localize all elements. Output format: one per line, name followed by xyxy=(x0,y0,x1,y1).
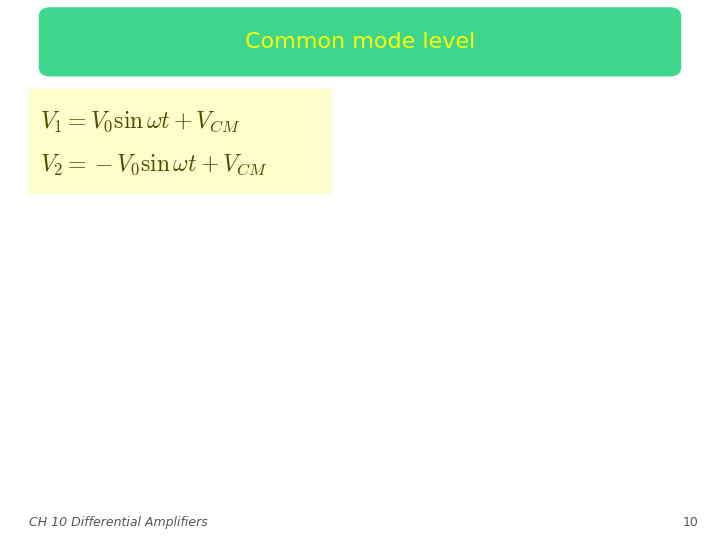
Text: $V_1 = V_0 \sin \omega t + V_{CM}$: $V_1 = V_0 \sin \omega t + V_{CM}$ xyxy=(40,109,240,134)
Text: $V_2 = -V_0 \sin \omega t + V_{CM}$: $V_2 = -V_0 \sin \omega t + V_{CM}$ xyxy=(40,152,267,177)
FancyBboxPatch shape xyxy=(29,89,331,194)
Text: Common mode level: Common mode level xyxy=(245,32,475,52)
Text: CH 10 Differential Amplifiers: CH 10 Differential Amplifiers xyxy=(29,516,207,529)
FancyBboxPatch shape xyxy=(40,8,680,76)
Text: 10: 10 xyxy=(683,516,698,529)
